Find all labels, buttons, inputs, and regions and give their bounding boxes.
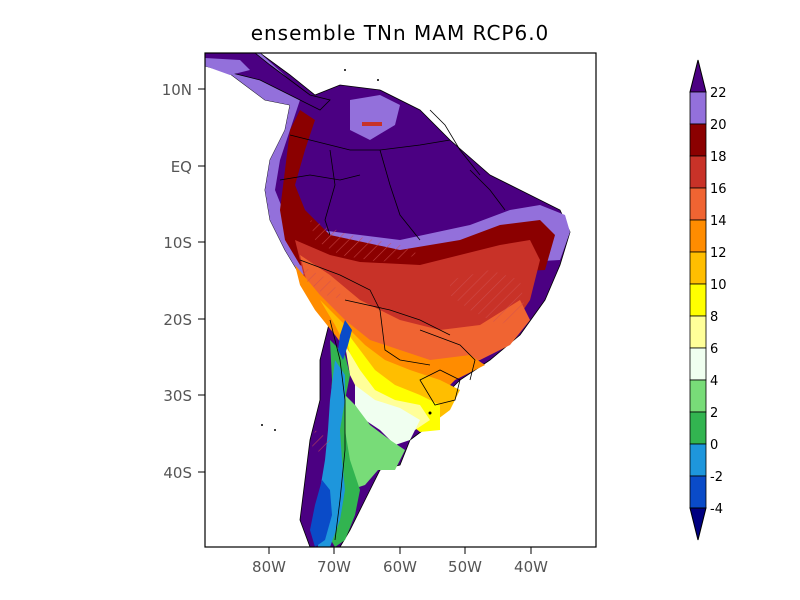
colorbar-segment — [689, 155, 707, 189]
lat-labels: 10N EQ 10S 20S 30S 40S — [162, 81, 192, 482]
colorbar-segment — [689, 411, 707, 445]
islands — [261, 69, 432, 431]
colorbar-label: 10 — [710, 278, 727, 293]
band-20-north — [350, 95, 400, 140]
colorbar-segment — [689, 379, 707, 413]
colorbar-label: 0 — [710, 438, 718, 453]
band-14 — [300, 255, 530, 375]
colorbar-segment — [689, 283, 707, 317]
map-title: ensemble TNn MAM RCP6.0 — [251, 21, 550, 45]
colorbar-label: 18 — [710, 150, 727, 165]
colorbar-label: -2 — [710, 470, 723, 485]
colorbar-segment — [689, 315, 707, 349]
colorbar-top-arrow — [689, 59, 707, 93]
band-minus4 — [310, 320, 352, 547]
lon-label: 80W — [252, 558, 286, 576]
colorbar-label: -4 — [710, 502, 723, 517]
lon-axis — [268, 547, 532, 554]
map-area — [205, 53, 571, 547]
significance-hatch — [300, 220, 525, 455]
colorbar-segment — [689, 347, 707, 381]
colorbar-segment — [689, 443, 707, 477]
colorbar-label: 6 — [710, 342, 718, 357]
colorbar-segment — [689, 251, 707, 285]
lon-label: 70W — [317, 558, 351, 576]
band-6 — [345, 345, 430, 430]
lat-label: 20S — [163, 311, 192, 329]
lat-label: 10N — [162, 81, 192, 99]
band-18 — [280, 110, 555, 280]
colorbar-segment — [689, 123, 707, 157]
lat-label: EQ — [171, 158, 192, 176]
colorbar-segment — [689, 91, 707, 125]
colorbar-label: 22 — [710, 86, 727, 101]
band-2 — [340, 390, 405, 490]
colorbar-label: 14 — [710, 214, 727, 229]
band-12 — [295, 265, 485, 400]
band-4 — [355, 385, 420, 445]
colorbar-label: 20 — [710, 118, 727, 133]
lon-label: 50W — [448, 558, 482, 576]
colorbar-segment — [689, 475, 707, 509]
colorbar-label: 2 — [710, 406, 718, 421]
colorbar-segment — [689, 187, 707, 221]
colorbar-segment — [689, 219, 707, 253]
colorbar-label: 16 — [710, 182, 727, 197]
lon-labels: 80W 70W 60W 50W 40W — [252, 558, 548, 576]
lon-label: 60W — [383, 558, 417, 576]
lat-label: 10S — [163, 234, 192, 252]
colorbar-label: 8 — [710, 310, 718, 325]
colorbar-bottom-arrow — [689, 507, 707, 541]
colorbar-label: 12 — [710, 246, 727, 261]
country-borders — [279, 109, 506, 541]
lat-label: 30S — [163, 387, 192, 405]
band-20 — [205, 53, 570, 275]
lat-label: 40S — [163, 464, 192, 482]
lon-label: 40W — [514, 558, 548, 576]
lat-axis — [198, 88, 205, 473]
colorbar-label: 4 — [710, 374, 718, 389]
